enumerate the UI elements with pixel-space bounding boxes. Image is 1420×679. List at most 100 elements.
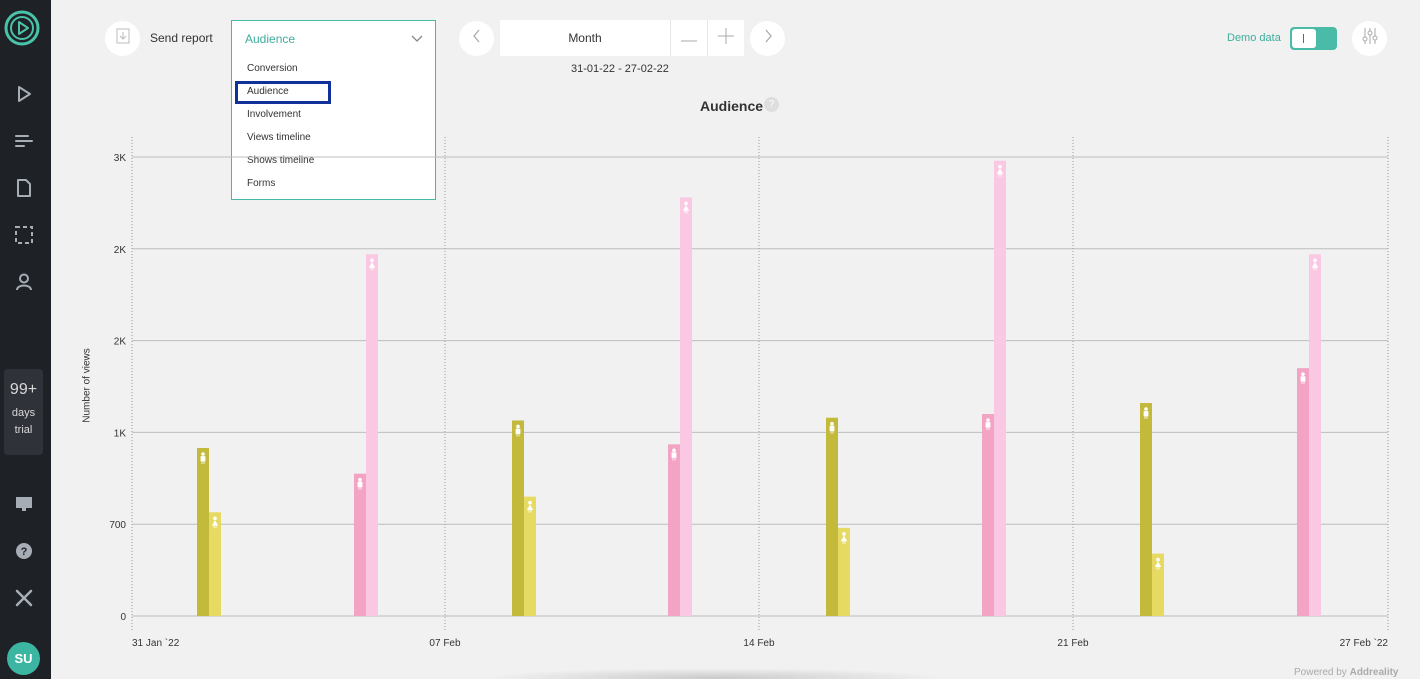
female-icon-body <box>368 261 376 271</box>
female-icon-body <box>526 504 534 513</box>
option-conversion[interactable]: Conversion <box>247 63 298 74</box>
male-icon <box>1301 372 1305 376</box>
x-tick-label: 07 Feb <box>429 638 461 649</box>
option-shows-timeline[interactable]: Shows timeline <box>247 155 315 166</box>
male-icon-body <box>515 428 521 437</box>
chevron-right-icon <box>763 29 773 48</box>
play-icon <box>14 84 34 109</box>
male-icon <box>672 448 676 453</box>
send-report-button[interactable] <box>105 21 140 56</box>
report-type-select[interactable]: Audience Conversion Audience Involvement… <box>231 20 436 200</box>
report-type-selected[interactable]: Audience <box>232 21 435 57</box>
chart-help-icon[interactable]: ? <box>764 97 779 112</box>
bottom-shadow <box>480 668 950 679</box>
male-icon-body <box>357 481 363 490</box>
female-icon-body <box>840 535 848 544</box>
female-icon <box>528 500 532 505</box>
svg-text:?: ? <box>21 546 28 558</box>
bar <box>197 448 209 616</box>
bar <box>1309 254 1321 617</box>
tools-icon <box>14 588 34 613</box>
female-icon-body <box>682 205 690 214</box>
male-icon <box>986 418 990 422</box>
female-icon-body <box>1311 261 1319 271</box>
sidebar: 99+ days trial ? SU <box>0 0 51 679</box>
list-icon <box>14 131 34 156</box>
y-tick-label: 2K <box>114 337 127 348</box>
sidebar-tools[interactable] <box>11 587 37 613</box>
sidebar-playlists[interactable] <box>11 130 37 156</box>
female-icon <box>684 201 688 206</box>
x-tick-label: 14 Feb <box>743 638 775 649</box>
female-icon <box>1313 258 1317 263</box>
bar <box>366 254 378 617</box>
avatar[interactable]: SU <box>7 642 40 675</box>
sidebar-files[interactable] <box>11 177 37 203</box>
bar <box>826 417 838 616</box>
male-icon-body <box>1300 376 1306 385</box>
trial-badge[interactable]: 99+ days trial <box>4 369 43 455</box>
divider <box>707 20 708 56</box>
powered-by-label: Powered by <box>1294 667 1347 678</box>
option-audience[interactable]: Audience <box>247 86 289 97</box>
female-icon <box>213 516 217 521</box>
question-icon: ? <box>14 541 34 566</box>
bar <box>668 444 680 616</box>
female-icon <box>998 164 1002 169</box>
zoom-in-button[interactable] <box>707 20 744 56</box>
y-tick-label: 2K <box>114 245 127 256</box>
bar <box>1140 403 1152 616</box>
sidebar-screens[interactable] <box>11 493 37 519</box>
bar <box>524 496 536 616</box>
option-views-timeline[interactable]: Views timeline <box>247 132 311 143</box>
bar <box>512 420 524 616</box>
y-tick-label: 3K <box>114 153 127 164</box>
play-logo-icon[interactable] <box>3 9 41 47</box>
option-forms[interactable]: Forms <box>247 178 276 189</box>
period-label[interactable]: Month <box>568 31 602 45</box>
monitor-icon <box>14 494 34 519</box>
zoom-out-button[interactable] <box>670 20 707 56</box>
divider <box>670 20 671 56</box>
female-icon-body <box>996 168 1004 177</box>
period-control: Month <box>500 20 744 56</box>
trial-count: 99+ <box>9 381 38 398</box>
bar <box>994 160 1006 616</box>
x-tick-label: 21 Feb <box>1057 638 1089 649</box>
sidebar-help[interactable]: ? <box>11 540 37 566</box>
trial-label-days: days <box>11 407 36 419</box>
send-report-label[interactable]: Send report <box>150 31 213 45</box>
dashed-square-icon <box>14 225 34 250</box>
option-involvement[interactable]: Involvement <box>247 109 301 120</box>
chart-settings-button[interactable] <box>1352 21 1387 56</box>
male-icon <box>516 424 520 429</box>
sidebar-users[interactable] <box>11 271 37 297</box>
sidebar-play[interactable] <box>11 83 37 109</box>
female-icon <box>370 258 374 263</box>
bar <box>680 197 692 616</box>
bar <box>209 512 221 616</box>
bar <box>1297 368 1309 616</box>
x-tick-label: 27 Feb `22 <box>1340 637 1389 649</box>
prev-period-button[interactable] <box>459 21 494 56</box>
male-icon <box>1144 407 1148 411</box>
chevron-left-icon <box>472 29 482 48</box>
sidebar-dashed[interactable] <box>11 224 37 250</box>
bar <box>1152 553 1164 616</box>
y-tick-label: 700 <box>109 520 126 531</box>
x-tick-label: 31 Jan `22 <box>132 637 180 649</box>
y-tick-label: 0 <box>120 612 126 623</box>
brand-name: Addreality <box>1349 667 1399 678</box>
option-focus-outline <box>235 81 331 104</box>
chart-title: Audience <box>700 98 764 114</box>
male-icon-body <box>1143 411 1149 420</box>
bar <box>982 414 994 616</box>
demo-data-toggle[interactable] <box>1290 27 1337 50</box>
male-icon-body <box>985 422 991 431</box>
chevron-down-icon <box>411 32 423 46</box>
powered-by: Powered by Addreality <box>1294 667 1399 678</box>
date-range: 31-01-22 - 27-02-22 <box>571 63 669 75</box>
bar <box>354 473 366 616</box>
next-period-button[interactable] <box>750 21 785 56</box>
